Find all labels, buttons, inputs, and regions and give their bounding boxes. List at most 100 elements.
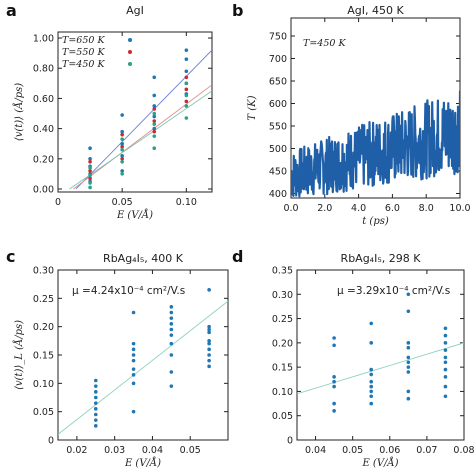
y-tick-label: 0.15 bbox=[33, 351, 54, 362]
y-tick-label: 750 bbox=[269, 32, 287, 43]
x-tick-label: 0.05 bbox=[342, 445, 363, 456]
y-axis-label: ⟨v(t)⟩ (Å/ps) bbox=[13, 83, 25, 141]
data-point bbox=[207, 324, 211, 329]
x-tick-label: 0.05 bbox=[112, 197, 133, 208]
x-tick-label: 0.04 bbox=[305, 445, 326, 456]
panel-letter: d bbox=[232, 247, 243, 266]
data-point bbox=[207, 347, 211, 352]
data-point bbox=[152, 119, 157, 123]
data-point bbox=[207, 330, 211, 335]
data-point bbox=[443, 384, 448, 389]
x-tick-label: 0.04 bbox=[142, 445, 163, 456]
data-point bbox=[406, 365, 411, 369]
y-axis-label: ⟨v(t)⟩_L (Å/ps) bbox=[13, 320, 25, 390]
y-tick-label: 0.10 bbox=[33, 379, 54, 390]
panel-letter: a bbox=[6, 1, 17, 20]
data-point bbox=[369, 389, 374, 394]
data-point bbox=[443, 375, 448, 379]
data-point bbox=[152, 134, 157, 138]
data-point bbox=[152, 93, 157, 98]
y-tick-label: 0.80 bbox=[33, 64, 54, 75]
y-tick-label: 450 bbox=[269, 167, 287, 178]
data-point bbox=[93, 390, 98, 394]
data-point bbox=[120, 144, 124, 149]
y-tick-label: 0.05 bbox=[272, 411, 293, 422]
x-tick-label: 0.07 bbox=[416, 445, 437, 456]
y-tick-label: 700 bbox=[269, 54, 287, 65]
axes-frame bbox=[296, 269, 465, 441]
data-point bbox=[184, 81, 189, 86]
data-point bbox=[332, 409, 336, 413]
y-tick-label: 650 bbox=[269, 77, 287, 88]
data-point bbox=[184, 48, 189, 52]
fit-line bbox=[297, 342, 464, 395]
data-point bbox=[332, 336, 336, 340]
data-point bbox=[406, 396, 411, 401]
data-point bbox=[169, 370, 174, 374]
temperature-series-line bbox=[291, 90, 460, 198]
data-point bbox=[207, 339, 211, 343]
mobility-annotation: μ =3.29x10⁻⁴ cm²/V.s bbox=[337, 285, 450, 297]
data-point bbox=[88, 156, 92, 161]
data-point bbox=[120, 172, 124, 176]
data-point bbox=[93, 407, 98, 411]
data-point bbox=[184, 75, 189, 80]
panel-letter: b bbox=[232, 1, 243, 20]
y-tick-label: 0.20 bbox=[33, 154, 54, 165]
legend-marker bbox=[128, 50, 132, 54]
data-point bbox=[93, 412, 98, 417]
panel-b: b AgI, 450 K 0.0 2.0 4.0 6.0 8.0 10.0 400 450 500 5… bbox=[232, 1, 471, 227]
y-tick-label: 0.30 bbox=[272, 290, 293, 301]
data-point bbox=[152, 75, 157, 80]
data-point bbox=[369, 367, 374, 372]
data-point bbox=[369, 341, 374, 345]
y-tick-label: 550 bbox=[269, 122, 287, 133]
panel-title: AgI, 450 K bbox=[347, 4, 404, 17]
panel-title: AgI bbox=[126, 4, 144, 17]
data-point bbox=[332, 379, 336, 384]
data-point bbox=[184, 69, 189, 74]
data-point bbox=[131, 353, 136, 357]
plot-area bbox=[297, 292, 464, 413]
data-point bbox=[332, 343, 336, 348]
data-point bbox=[152, 104, 157, 108]
y-tick-label: 0.35 bbox=[272, 266, 293, 277]
x-tick-label: 0.05 bbox=[180, 445, 201, 456]
x-axis-label: E (V/Å) bbox=[116, 209, 153, 221]
data-point bbox=[131, 310, 136, 315]
data-point bbox=[93, 418, 98, 422]
data-point bbox=[152, 114, 157, 119]
data-point bbox=[406, 341, 411, 345]
data-point bbox=[169, 384, 174, 388]
x-tick-label: 0.02 bbox=[66, 445, 87, 456]
panel-d: d RbAg₄I₅, 298 K 0.04 0.05 0.06 0.07 0.08 0 0.05… bbox=[232, 247, 474, 469]
y-tick-label: 1.00 bbox=[33, 34, 54, 45]
data-point bbox=[332, 384, 336, 389]
y-tick-label: 0.20 bbox=[272, 338, 293, 349]
data-point bbox=[169, 310, 174, 315]
y-tick-label: 0.05 bbox=[33, 407, 54, 418]
x-tick-label: 10.0 bbox=[449, 203, 470, 214]
data-point bbox=[443, 348, 448, 352]
data-point bbox=[93, 401, 98, 405]
data-point bbox=[406, 389, 411, 394]
y-tick-label: 0.60 bbox=[33, 94, 54, 105]
data-point bbox=[406, 309, 411, 314]
y-tick-label: 400 bbox=[269, 189, 287, 200]
y-tick-label: 0.20 bbox=[33, 322, 54, 333]
data-point bbox=[93, 378, 98, 383]
data-point bbox=[169, 353, 174, 357]
y-tick-label: 0.40 bbox=[33, 124, 54, 135]
legend-label: T=550 K bbox=[62, 47, 105, 58]
legend-label: T=450 K bbox=[62, 59, 105, 70]
x-tick-label: 0.0 bbox=[283, 203, 298, 214]
data-point bbox=[131, 367, 136, 371]
x-axis-label: E (V/Å) bbox=[361, 457, 398, 469]
data-point bbox=[443, 360, 448, 365]
y-tick-label: 0.25 bbox=[33, 294, 54, 305]
axes-frame bbox=[57, 31, 213, 193]
data-point bbox=[406, 292, 411, 297]
data-point bbox=[184, 87, 189, 92]
plot-area bbox=[291, 90, 460, 198]
